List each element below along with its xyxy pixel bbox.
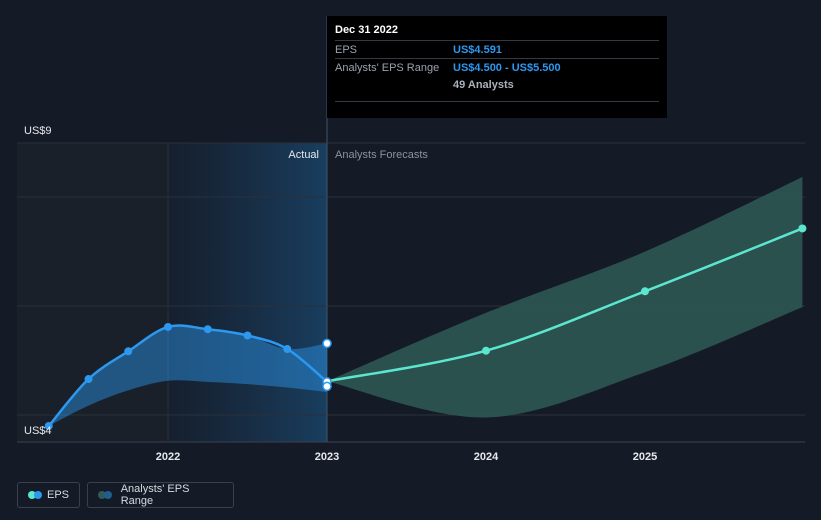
forecast-range-band [327, 176, 803, 418]
x-tick-label: 2024 [474, 451, 499, 463]
actual-region-label: Actual [288, 149, 319, 161]
eps-point [243, 331, 252, 340]
tooltip-value: 49 Analysts [453, 78, 514, 91]
tooltip-row-eps: EPS US$4.591 [335, 40, 659, 58]
eps-point [44, 422, 53, 430]
tooltip-divider [335, 101, 659, 102]
tooltip-row-analysts: 49 Analysts [335, 76, 659, 93]
forecast-region-label: Analysts Forecasts [335, 149, 428, 161]
eps-point [84, 375, 93, 384]
eps-forecast-point [798, 224, 807, 233]
tooltip-row-range: Analysts' EPS Range US$4.500 - US$5.500 [335, 58, 659, 76]
actual-range-band [48, 325, 327, 426]
tooltip-key: EPS [335, 43, 358, 56]
x-tick-label: 2023 [315, 451, 339, 463]
y-tick-label: US$9 [24, 125, 52, 137]
x-tick-label: 2022 [156, 451, 180, 463]
tooltip-value: US$4.500 - US$5.500 [453, 61, 561, 74]
tooltip-key: Analysts' EPS Range [335, 61, 440, 74]
eps-legend-icon [28, 491, 42, 499]
eps-point [283, 345, 292, 354]
tooltip-value: US$4.591 [453, 43, 502, 56]
y-tick-label: US$4 [24, 425, 52, 437]
eps-point [164, 322, 172, 331]
range-legend-icon [98, 491, 114, 499]
x-tick-label: 2025 [633, 451, 657, 463]
eps-point [124, 347, 133, 356]
legend-eps[interactable]: EPS [17, 482, 80, 508]
pre-period-shade [17, 143, 168, 442]
tooltip-date: Dec 31 2022 [335, 24, 398, 36]
tooltip: Dec 31 2022 EPS US$4.591 Analysts' EPS R… [327, 16, 667, 118]
hover-marker [322, 338, 332, 349]
hover-marker [322, 381, 332, 392]
eps-point [203, 325, 212, 334]
legend-eps-range[interactable]: Analysts' EPS Range [87, 482, 234, 508]
eps-forecast-line [326, 227, 803, 383]
eps-forecast-point [482, 346, 490, 355]
legend-range-label: Analysts' EPS Range [120, 483, 190, 507]
legend-eps-label: EPS [46, 489, 69, 501]
eps-forecast-point [641, 287, 649, 296]
actual-period-shade [168, 143, 327, 442]
